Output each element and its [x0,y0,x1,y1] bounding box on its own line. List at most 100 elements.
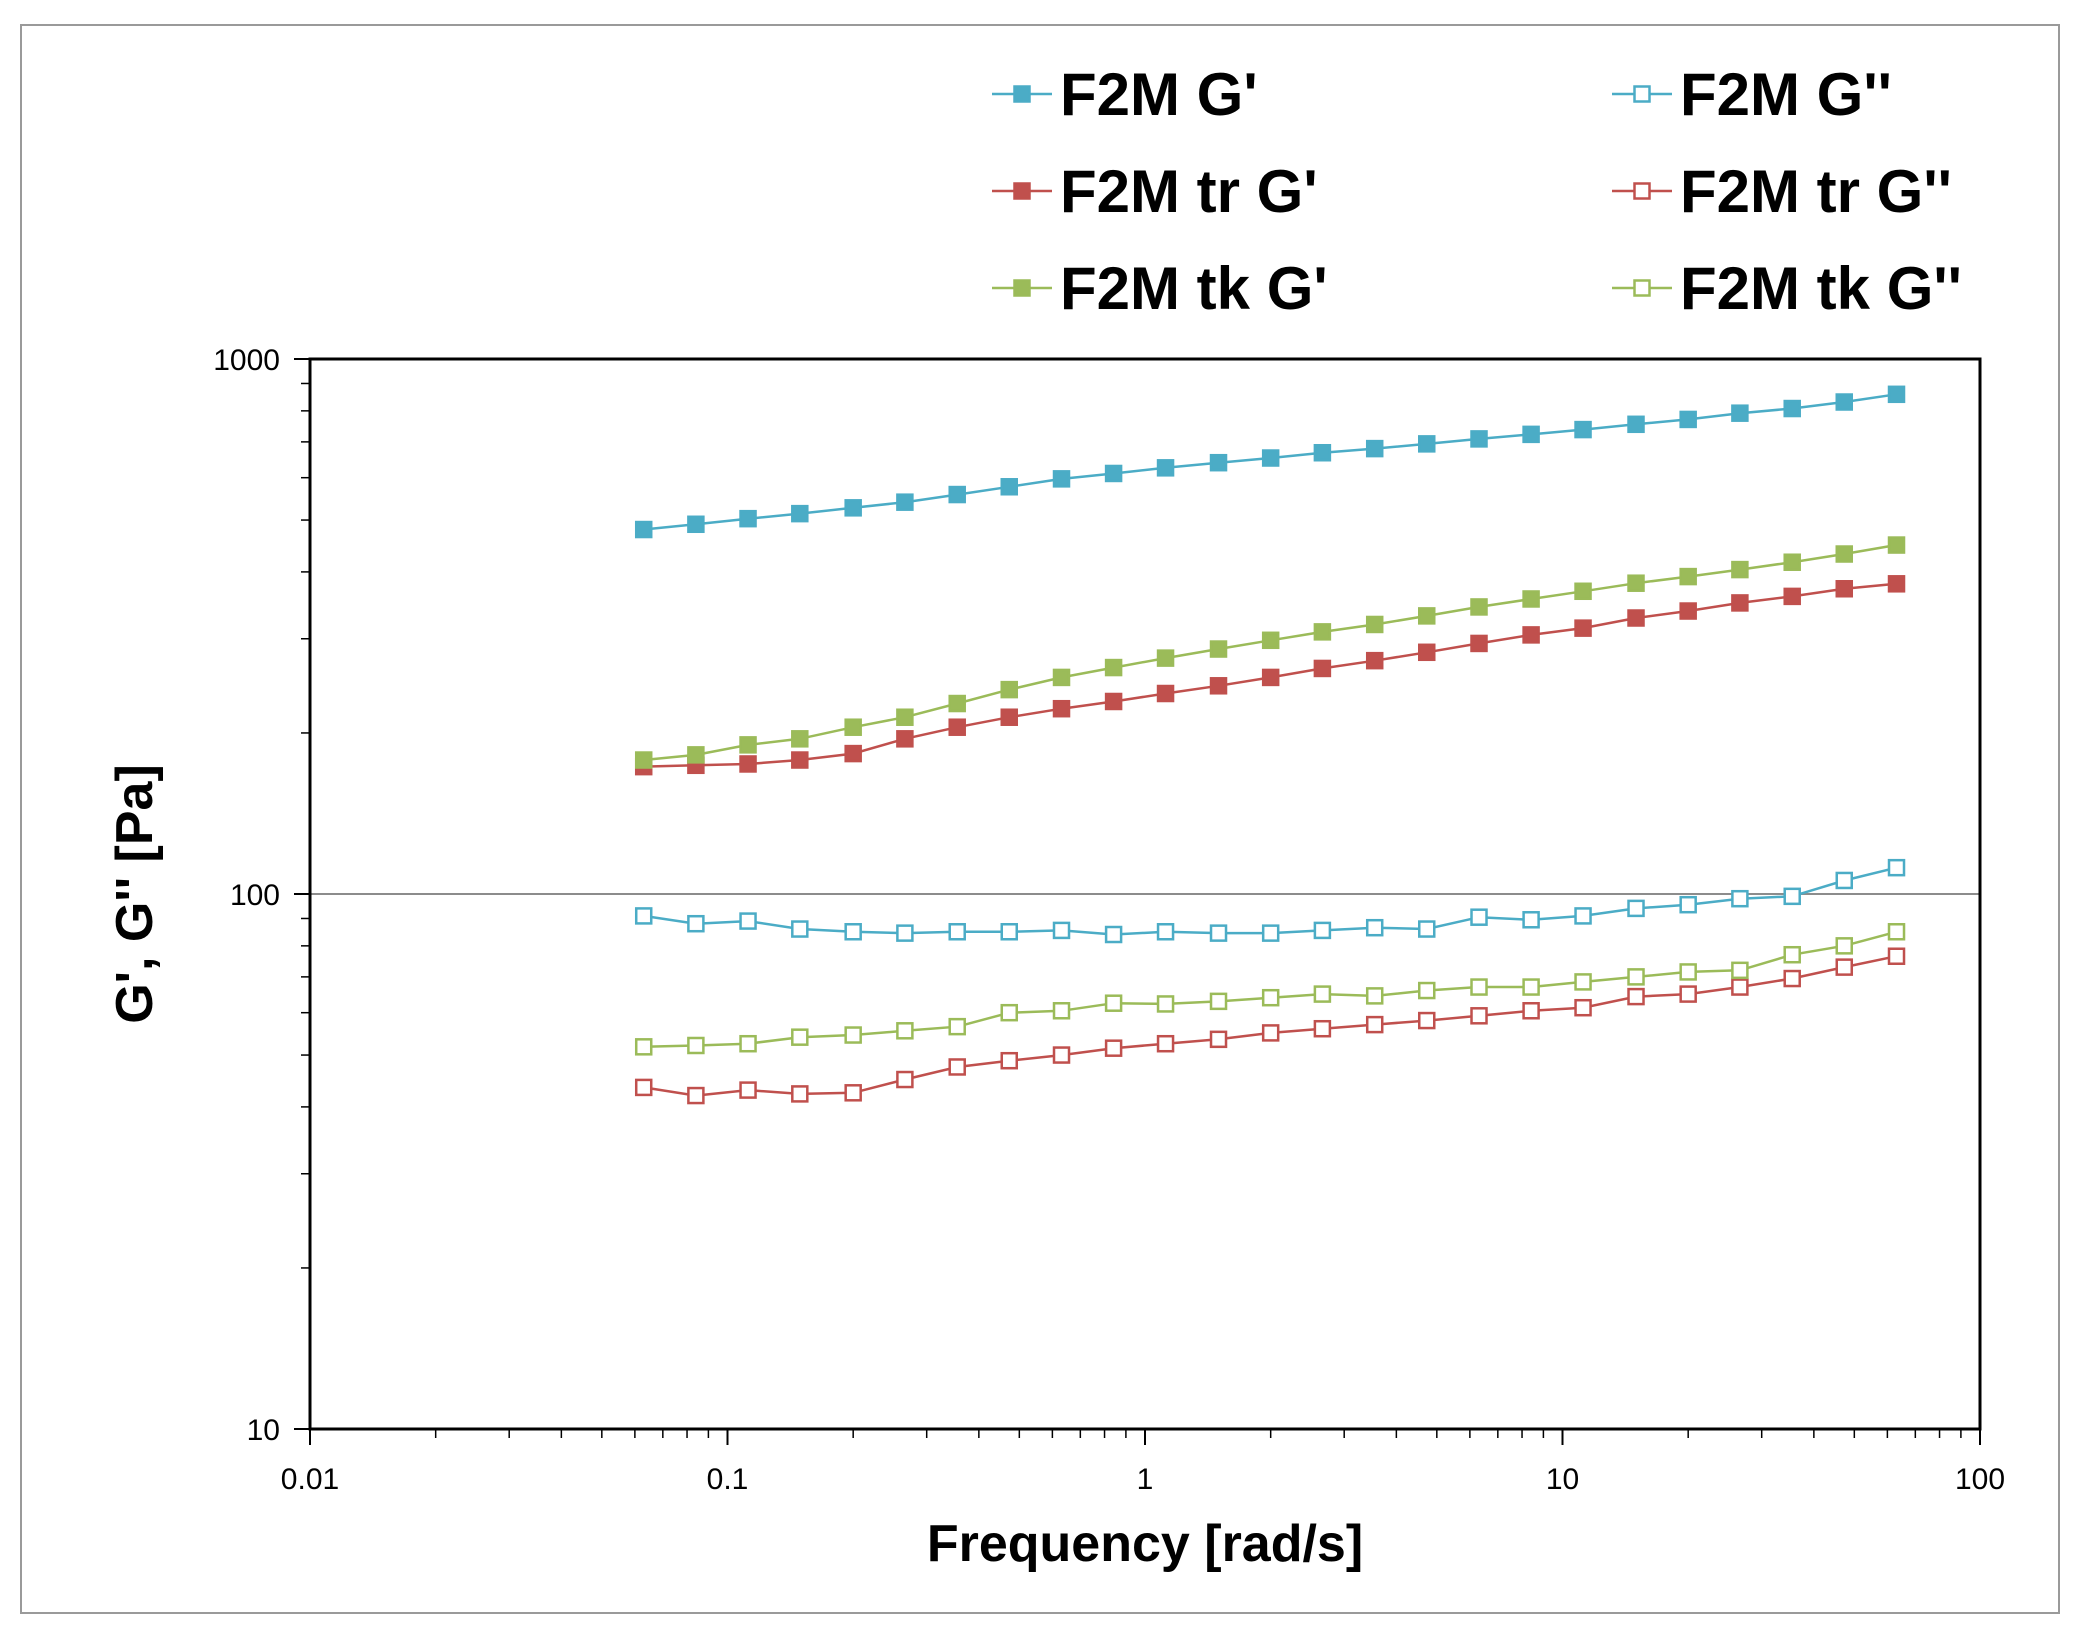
data-point [1627,968,1645,986]
data-point [1156,649,1175,667]
legend-swatch-marker [1013,182,1031,200]
data-point [1731,889,1749,908]
data-point [1261,988,1280,1007]
data-point [1261,631,1280,650]
legend-label: F2M tr G' [1060,158,1318,225]
chart-frame: F2M G' F2M G'' F2M tr G' F2M tr G'' F2M tk G… [20,24,2060,1614]
legend-swatch-marker [1013,85,1031,103]
data-point [1783,587,1801,606]
data-point [1209,924,1228,942]
legend-item-f2m-tk-g-dprime: F2M tk G'' [1612,255,1962,322]
data-point [1522,626,1540,644]
data-point [739,912,757,930]
data-point [1679,963,1697,981]
series-f2m-g-prime [634,385,1906,539]
data-point [634,520,653,539]
data-point [1365,987,1384,1005]
data-point [687,914,705,933]
y-tick-label: 10 [247,1414,280,1447]
series-f2m-g-dprime [634,858,1906,944]
data-point [1731,404,1749,422]
data-point [844,1084,862,1102]
legend-swatch-marker [1013,279,1031,297]
data-point [687,1036,705,1055]
data-point [1470,1007,1488,1025]
data-point [1261,668,1280,687]
data-point [1156,923,1175,941]
data-point [1835,545,1854,563]
x-tick-label: 0.1 [707,1463,749,1496]
data-point [1000,1003,1019,1022]
data-point [791,1028,809,1046]
y-tick-label: 100 [230,879,280,912]
data-point [1418,981,1436,1000]
data-point [948,694,966,713]
data-point [739,1034,757,1053]
data-point [1052,699,1071,718]
data-point [791,1085,809,1103]
data-point [1522,1002,1540,1020]
data-point [1574,582,1592,601]
legend-label: F2M G'' [1680,61,1892,128]
data-point [1731,978,1749,996]
data-point [948,923,966,941]
data-point [1522,590,1540,608]
legend-item-f2m-g-dprime: F2M G'' [1612,61,1892,128]
legend-item-f2m-tk-g-prime: F2M tk G' [992,255,1328,322]
data-point [739,755,757,773]
data-point [1365,918,1384,937]
data-point [1365,439,1384,458]
data-point [1835,393,1854,411]
data-point [1470,908,1488,926]
x-axis-title: Frequency [rad/s] [927,1515,1363,1573]
data-point [844,1026,862,1044]
data-point [1627,415,1645,434]
axes: 0.01 0.1 1 10 100 10 100 1000 Frequency [rad/s] G… [106,344,2005,1573]
data-point [1783,399,1801,418]
data-point [1418,1011,1436,1030]
data-point [687,1086,705,1105]
data-point [739,736,757,754]
legend-swatch-marker [1633,182,1651,200]
data-point [1209,1030,1228,1049]
data-point [1887,385,1906,404]
legend-item-f2m-tr-g-prime: F2M tr G' [992,158,1318,225]
data-point [1574,973,1592,991]
data-point [1418,435,1436,453]
x-tick-label: 1 [1137,1463,1154,1496]
data-point [1470,430,1488,448]
data-point [1470,978,1488,996]
data-point [1522,911,1540,929]
data-point [1679,410,1697,429]
data-point [1313,985,1332,1003]
data-point [896,708,914,726]
data-point [844,499,862,517]
series-layer [634,385,1906,1105]
data-point [791,504,809,523]
data-point [687,515,705,534]
legend-item-f2m-tr-g-dprime: F2M tr G'' [1612,158,1952,225]
x-tick-label: 100 [1955,1463,2005,1496]
data-point [1418,607,1436,625]
data-point [896,730,914,748]
data-point [1679,602,1697,620]
data-point [739,1081,757,1099]
data-point [1313,443,1332,462]
data-point [844,923,862,941]
data-point [1365,1015,1384,1034]
data-point [1313,623,1332,641]
data-point [791,730,809,748]
data-point [896,493,914,511]
data-point [1313,921,1332,940]
data-point [1731,961,1749,980]
data-point [687,746,705,764]
data-point [1261,449,1280,467]
data-point [948,485,966,504]
data-point [948,1058,966,1076]
data-point [1156,459,1175,477]
data-point [634,1038,653,1056]
chart-svg: F2M G' F2M G'' F2M tr G' F2M tr G'' F2M tk G… [106,61,2005,1573]
x-tick-label: 10 [1546,1463,1579,1496]
data-point [1627,899,1645,918]
data-point [634,1078,653,1097]
